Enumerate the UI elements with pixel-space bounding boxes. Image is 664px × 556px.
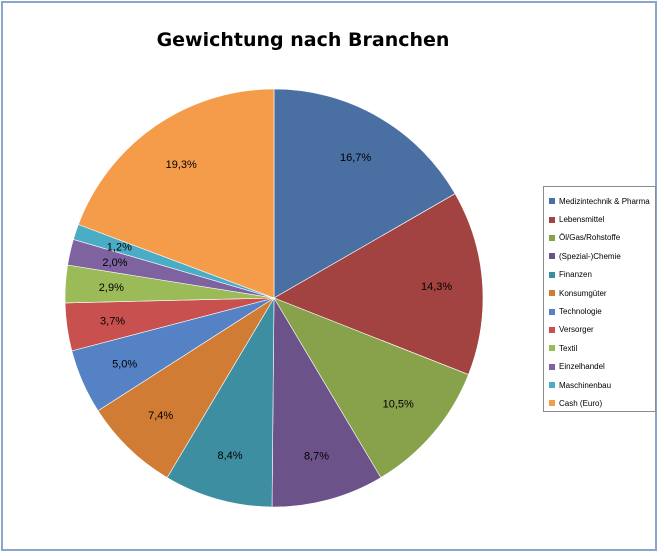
pie-slice bbox=[271, 296, 382, 508]
legend-item: Cash (Euro) bbox=[549, 394, 655, 412]
legend-label: Technologie bbox=[559, 307, 602, 317]
legend-item: Einzelhandel bbox=[549, 358, 655, 376]
data-label: 16,7% bbox=[340, 152, 371, 164]
legend-label: Textil bbox=[559, 343, 578, 353]
data-label: 2,9% bbox=[99, 282, 124, 294]
pie-slice bbox=[273, 193, 484, 375]
legend-swatch bbox=[549, 216, 555, 223]
legend-swatch bbox=[549, 234, 555, 241]
legend-swatch bbox=[549, 308, 555, 315]
data-label: 1,2% bbox=[107, 241, 132, 253]
chart-title: Gewichtung nach Branchen bbox=[156, 29, 450, 51]
legend-swatch bbox=[549, 253, 555, 260]
legend-label: Versorger bbox=[559, 325, 594, 335]
legend-item: Textil bbox=[549, 339, 655, 357]
legend-label: Cash (Euro) bbox=[559, 398, 603, 408]
legend-item: Medizintechnik & Pharma bbox=[549, 192, 655, 210]
legend-label: Lebensmittel bbox=[559, 215, 605, 225]
legend-item: Technologie bbox=[549, 302, 655, 320]
data-label: 3,7% bbox=[100, 316, 125, 328]
pie-chart: 16,7% 14,3% 10,5% 8,7% 8,4% 7,4% 5,0% 3,7% 2,9% 2… bbox=[64, 88, 484, 508]
pie-slice bbox=[77, 88, 275, 299]
legend-label: Medizintechnik & Pharma bbox=[559, 196, 650, 206]
pie-slice bbox=[166, 296, 275, 508]
pie-slice bbox=[273, 297, 469, 479]
legend-label: Finanzen bbox=[559, 270, 592, 280]
chart-legend: Medizintechnik & Pharma Lebensmittel Öl/Ga… bbox=[543, 186, 656, 412]
pie-slice bbox=[97, 297, 275, 479]
data-label: 8,4% bbox=[218, 450, 243, 462]
data-label: 14,3% bbox=[421, 281, 452, 293]
data-label: 8,7% bbox=[304, 450, 329, 462]
legend-swatch bbox=[549, 345, 555, 352]
legend-swatch bbox=[549, 382, 555, 389]
data-label: 10,5% bbox=[383, 399, 414, 411]
data-label: 19,3% bbox=[166, 159, 197, 171]
legend-item: (Spezial-)Chemie bbox=[549, 247, 655, 265]
legend-swatch bbox=[549, 400, 555, 407]
data-label: 2,0% bbox=[102, 257, 127, 269]
legend-label: Konsumgüter bbox=[559, 288, 607, 298]
legend-swatch bbox=[549, 290, 555, 297]
legend-item: Öl/Gas/Rohstoffe bbox=[549, 229, 655, 247]
legend-label: (Spezial-)Chemie bbox=[559, 251, 621, 261]
legend-swatch bbox=[549, 363, 555, 370]
legend-label: Öl/Gas/Rohstoffe bbox=[559, 233, 621, 243]
legend-item: Maschinenbau bbox=[549, 376, 655, 394]
legend-swatch bbox=[549, 198, 555, 205]
legend-item: Versorger bbox=[549, 321, 655, 339]
data-label: 5,0% bbox=[112, 358, 137, 370]
legend-swatch bbox=[549, 271, 555, 278]
legend-label: Einzelhandel bbox=[559, 362, 605, 372]
legend-item: Konsumgüter bbox=[549, 284, 655, 302]
legend-item: Finanzen bbox=[549, 266, 655, 284]
legend-swatch bbox=[549, 326, 555, 333]
legend-label: Maschinenbau bbox=[559, 380, 612, 390]
chart-area: Gewichtung nach Branchen 16,7% 14,3% 10,5%… bbox=[1, 1, 657, 551]
pie-slice bbox=[273, 88, 456, 299]
data-label: 7,4% bbox=[148, 410, 173, 422]
legend-item: Lebensmittel bbox=[549, 210, 655, 228]
